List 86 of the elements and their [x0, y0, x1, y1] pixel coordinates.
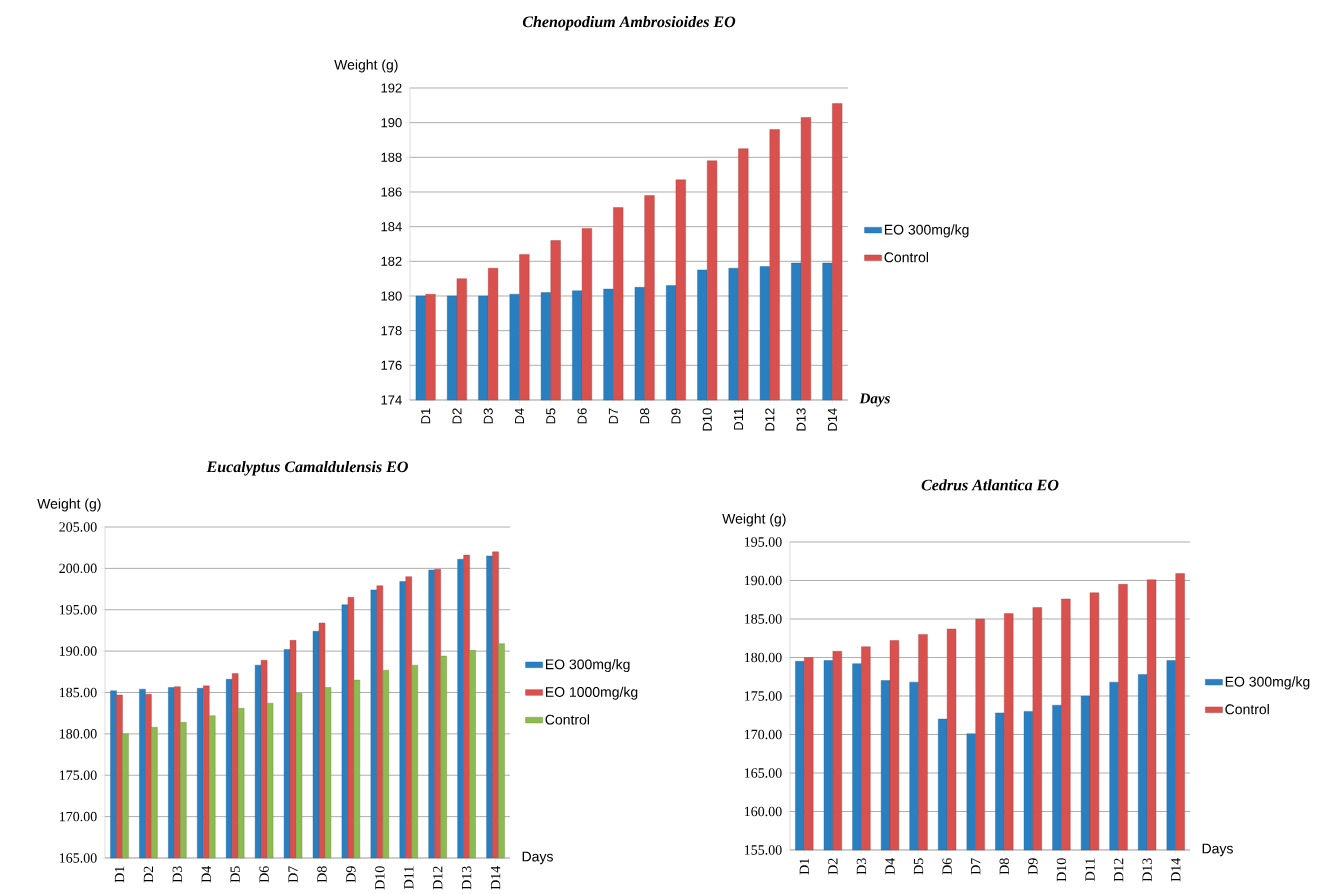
x-tick-label: D2 [452, 408, 462, 424]
y-tick-label: 165.00 [744, 768, 782, 778]
x-tick-label: D6 [942, 858, 952, 875]
y-tick-label: 180 [381, 291, 402, 301]
x-tick-label: D8 [317, 866, 327, 883]
x-tick-label: D7 [288, 866, 298, 883]
x-tick-label: D11 [1085, 858, 1095, 881]
y-tick-label: 160.00 [744, 806, 782, 817]
y-tick-label: 165.00 [59, 853, 97, 863]
x-tick-label: D14 [490, 866, 501, 890]
chart-title: Eucalyptus Camaldulensis EO [206, 460, 408, 476]
x-tick-label: D1 [799, 858, 809, 875]
y-axis-title: Weight (g) [37, 498, 101, 512]
y-tick-label: 185.00 [744, 614, 782, 624]
x-tick-label: D13 [796, 408, 806, 431]
x-tick-label: D13 [461, 866, 472, 890]
legend-label: EO 300mg/kg [1225, 676, 1310, 690]
chart-title: Cedrus Atlantica EO [921, 479, 1059, 491]
legend-label: Control [545, 714, 590, 725]
x-tick-label: D9 [1028, 858, 1038, 875]
y-tick-label: 174 [381, 395, 402, 405]
x-tick-label: D11 [404, 866, 414, 889]
x-tick-label: D7 [971, 858, 981, 875]
y-tick-label: 170.00 [744, 729, 782, 740]
x-tick-label: D10 [702, 408, 712, 431]
y-tick-label: 180.00 [59, 729, 97, 739]
y-tick-label: 186 [381, 187, 402, 197]
x-tick-label: D11 [734, 408, 743, 430]
y-tick-label: 190.00 [59, 646, 97, 656]
x-tick-label: D2 [828, 858, 838, 875]
chart-title: Chenopodium Ambrosioides EO [522, 15, 736, 31]
y-tick-label: 190 [381, 118, 402, 128]
y-tick-label: 190.00 [744, 575, 782, 586]
y-tick-label: 178 [381, 326, 402, 336]
y-tick-label: 182 [381, 256, 402, 266]
x-tick-label: D4 [201, 866, 211, 883]
y-tick-label: 200.00 [59, 563, 97, 574]
y-tick-label: 188 [381, 152, 402, 162]
x-tick-label: D6 [577, 408, 587, 424]
x-tick-label: D4 [885, 858, 895, 875]
x-tick-label: D3 [856, 858, 867, 875]
x-tick-label: D9 [671, 408, 681, 424]
legend-label: EO 300mg/kg [545, 659, 630, 673]
x-axis-title: Days [522, 851, 553, 865]
x-tick-label: D6 [259, 866, 269, 883]
x-tick-label: D12 [765, 408, 775, 431]
x-tick-label: D3 [172, 866, 183, 883]
y-tick-label: 176 [381, 360, 402, 370]
y-tick-label: 205.00 [59, 522, 97, 532]
x-tick-label: D1 [421, 408, 431, 424]
y-tick-label: 184 [381, 222, 402, 232]
x-tick-label: D5 [230, 866, 240, 883]
y-axis-title: Weight (g) [334, 59, 398, 73]
x-tick-label: D5 [546, 408, 556, 424]
legend-label: EO 300mg/kg [884, 224, 969, 238]
y-tick-label: 155.00 [744, 845, 782, 855]
x-tick-label: D14 [1171, 858, 1181, 882]
x-tick-label: D1 [114, 866, 125, 883]
y-tick-label: 195.00 [744, 537, 782, 547]
y-tick-label: 170.00 [59, 811, 97, 822]
x-tick-label: D5 [913, 858, 924, 875]
legend-label: Control [1225, 703, 1269, 715]
y-axis-title: Weight (g) [722, 513, 786, 527]
x-tick-label: D4 [515, 408, 524, 424]
y-tick-label: 195.00 [59, 604, 97, 615]
x-tick-label: D8 [640, 408, 650, 424]
x-tick-label: D10 [1056, 858, 1067, 882]
y-tick-label: 180.00 [744, 652, 782, 663]
y-tick-label: 192 [381, 83, 402, 93]
x-tick-label: D14 [827, 408, 837, 431]
y-tick-label: 175.00 [744, 691, 782, 701]
legend-label: Control [884, 251, 929, 263]
x-tick-label: D13 [1142, 858, 1152, 882]
legend-label: EO 1000mg/kg [545, 686, 638, 700]
x-tick-label: D9 [346, 866, 356, 883]
x-tick-label: D12 [433, 866, 443, 890]
x-tick-label: D3 [483, 408, 493, 424]
x-tick-label: D8 [999, 858, 1010, 875]
x-tick-label: D10 [375, 866, 385, 890]
x-tick-label: D2 [143, 866, 154, 883]
y-tick-label: 185.00 [59, 687, 97, 698]
y-tick-label: 175.00 [59, 770, 97, 780]
x-axis-title: Days [859, 393, 890, 407]
x-axis-title: Days [1202, 843, 1233, 857]
x-tick-label: D7 [608, 408, 618, 424]
x-tick-label: D12 [1113, 858, 1124, 882]
